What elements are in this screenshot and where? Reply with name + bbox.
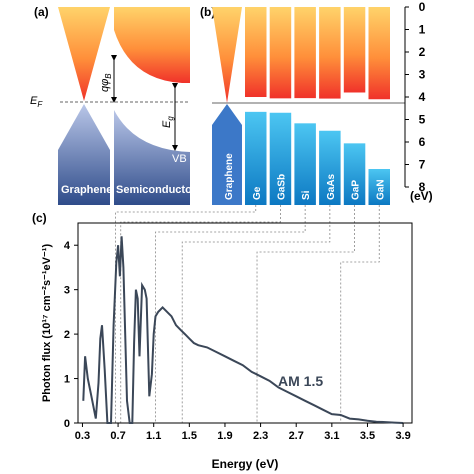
vb-label: VB	[172, 153, 187, 165]
graphene-cb-cone	[58, 7, 110, 101]
x-tick-label: 0.7	[110, 430, 125, 442]
vb-bar-gaas	[319, 130, 341, 205]
panel-b: (b) Graphene Ge GaSb Si GaAs GaP GaN 0 1 2 3 4 5 6 7…	[200, 0, 433, 205]
x-tick-label: 3.1	[324, 430, 339, 442]
y-tick-label: 0	[64, 418, 70, 430]
semiconductor-vb	[114, 110, 190, 205]
cb-bar-si	[294, 7, 316, 99]
panel-b-tick-label: 5	[419, 113, 426, 127]
x-tick-label: 3.5	[360, 430, 375, 442]
panel-b-tick-label: 4	[419, 90, 426, 104]
bandgap-guide-gap	[256, 205, 355, 423]
panel-b-tick-label: 8	[419, 180, 426, 194]
vb-bar-ge	[245, 111, 267, 205]
y-tick-label: 3	[64, 285, 70, 297]
panel-b-tick-label: 3	[419, 68, 426, 82]
material-label-si: Si	[301, 190, 312, 200]
bandgap-guide-gasb	[120, 205, 281, 423]
vb-bar-gasb	[269, 112, 292, 205]
barrier-label: qφB	[99, 73, 113, 92]
graphene-label-b: Graphene	[224, 153, 235, 200]
material-label-ge: Ge	[252, 186, 263, 200]
x-tick-label: 0.3	[75, 430, 90, 442]
panel-c-label: (c)	[32, 211, 47, 225]
panel-b-axis-label: (eV)	[410, 189, 433, 203]
series-label: AM 1.5	[278, 373, 323, 389]
y-axis-label: Photon flux (10¹⁷ cm⁻²s⁻¹eV⁻¹)	[41, 244, 53, 403]
y-tick-label: 1	[64, 374, 70, 386]
graphene-vb-cone	[58, 104, 110, 205]
graphene-cb-cone-b	[212, 7, 242, 103]
cb-bar-gaas	[319, 7, 341, 99]
graphene-vb-cone-b	[212, 104, 242, 205]
bandgap-guide-gaas	[181, 205, 331, 423]
eg-label: Eg	[161, 116, 175, 128]
x-axis-label: Energy (eV)	[212, 457, 279, 471]
graphene-label-a: Graphene	[61, 184, 112, 196]
panel-b-tick-label: 6	[419, 135, 426, 149]
ef-label: EF	[30, 95, 43, 109]
cb-bar-ge	[245, 7, 267, 97]
cb-bar-gan	[368, 7, 390, 100]
cb-bar-gasb	[269, 7, 292, 99]
y-tick-label: 2	[64, 329, 70, 341]
am15-spectrum-line	[82, 236, 404, 424]
panel-c: (c) AM 1.5 0.3 0.7 1.1 1.5 1.9 2.3 2.7 3.1 3.5 3.…	[32, 205, 413, 471]
vb-bar-gan	[368, 169, 390, 205]
vb-bar-gap	[343, 143, 366, 205]
material-label-gaas: GaAs	[326, 173, 337, 200]
x-tick-label: 2.7	[289, 430, 304, 442]
semiconductor-cb	[114, 7, 190, 83]
panel-b-tick-label: 1	[419, 23, 426, 37]
panel-b-tick-label: 7	[419, 158, 426, 172]
cb-label: CB	[172, 86, 187, 98]
plot-frame	[77, 222, 413, 424]
x-tick-label: 1.5	[182, 430, 197, 442]
x-tick-label: 3.9	[395, 430, 410, 442]
panel-b-label: (b)	[200, 5, 215, 19]
vb-bar-si	[294, 123, 316, 205]
cb-bar-gap	[343, 7, 366, 93]
material-label-gap: GaP	[351, 180, 362, 200]
panel-a-label: (a)	[34, 5, 49, 19]
bandgap-guide-si	[155, 205, 306, 423]
y-tick-label: 4	[64, 240, 71, 252]
material-label-gasb: GaSb	[276, 174, 287, 200]
panel-b-tick-label: 2	[419, 45, 426, 59]
bandgap-guide-ge	[115, 205, 257, 423]
panel-a: (a) CB VB Graphene Semiconductor EF qφB …	[30, 5, 197, 205]
x-tick-label: 1.1	[146, 430, 161, 442]
material-label-gan: GaN	[375, 179, 386, 200]
semiconductor-label-a: Semiconductor	[116, 184, 197, 196]
x-tick-label: 2.3	[253, 430, 268, 442]
panel-b-tick-label: 0	[419, 0, 426, 14]
x-tick-label: 1.9	[217, 430, 232, 442]
bandgap-guide-gan	[340, 205, 380, 423]
